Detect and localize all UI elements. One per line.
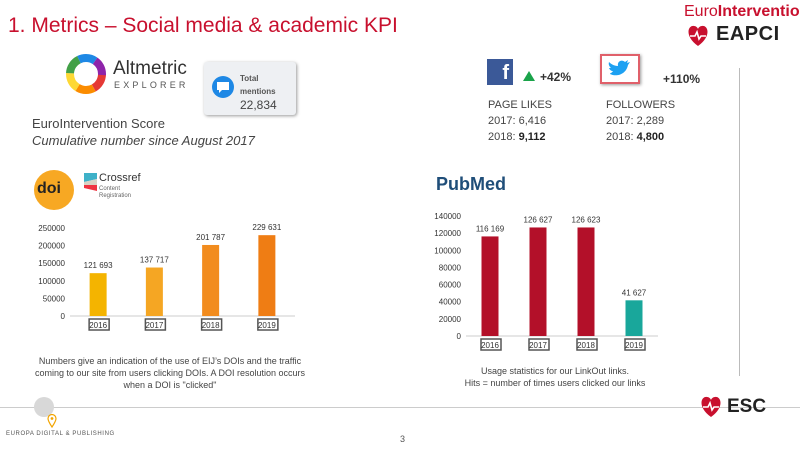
x-tick-box [200,318,223,331]
eapci-wordmark: EAPCI [716,23,780,45]
heart-icon [701,396,721,417]
y-tick-label: 0 [61,312,66,321]
bar-2017 [529,227,547,336]
x-tick-label: 2019 [258,321,276,330]
y-tick-label: 200000 [38,242,65,251]
heart-icon [688,25,708,46]
y-tick-label: 0 [457,332,462,341]
pubmed-note-line-2: Hits = number of times users clicked our… [464,378,646,388]
score-title: EuroIntervention Score [32,116,165,131]
crossref-subtitle: Content Registration [99,186,132,199]
x-tick-box [144,318,167,331]
x-tick-label: 2018 [202,321,220,330]
y-tick-label: 120000 [434,229,461,238]
facebook-change: +42% [540,70,572,84]
facebook-2017: 2017: 6,416 [488,115,547,127]
total-mentions-card: Total mentions 22,834 [204,62,296,115]
bar-2016 [481,236,499,336]
doi-wordmark: doi [37,180,61,197]
location-pin-icon [47,414,57,428]
altmetric-donut-icon [66,54,106,94]
data-label: 126 623 [572,215,601,224]
y-tick-label: 50000 [43,294,66,303]
doi-chart-note: Numbers give an indication of the use of… [34,356,306,390]
data-label: 41 627 [622,288,647,297]
bar-2016 [89,273,107,316]
bar-2017 [145,267,163,316]
altmetric-subtitle: EXPLORER [114,80,189,90]
page-number: 3 [400,434,406,444]
data-label: 137 717 [140,256,169,265]
up-arrow-icon [523,71,535,81]
esc-logo: ESC [697,392,777,422]
twitter-change: +110% [663,72,701,86]
y-tick-label: 250000 [38,224,65,233]
doi-logo: doi [34,170,74,210]
crossref-icon [84,173,97,191]
x-tick-box [88,318,110,331]
data-label: 121 693 [84,261,113,270]
twitter-2017: 2017: 2,289 [606,115,665,127]
bar-2019 [258,235,276,316]
divider-vertical [739,68,740,376]
y-tick-label: 40000 [439,298,462,307]
twitter-icon [600,54,640,84]
total-mentions-value: 22,834 [240,98,277,112]
data-label: 116 169 [476,224,505,233]
score-subtitle: Cumulative number since August 2017 [32,133,255,148]
pubmed-bar-chart: 0 20000 40000 60000 80000 100000 120000 140000 1… [434,212,658,351]
bar-2019 [625,300,643,336]
twitter-label: FOLLOWERS [606,99,676,111]
x-tick-box [528,338,550,351]
pubmed-logo: PubMed [436,174,506,194]
y-tick-label: 80000 [439,263,462,272]
facebook-label: PAGE LIKES [488,99,552,111]
facebook-stats: PAGE LIKES 2017: 6,416 2018: 9,112 [488,97,552,145]
x-tick-label: 2017 [145,321,163,330]
y-tick-label: 150000 [38,259,65,268]
x-tick-label: 2019 [625,341,643,350]
x-tick-box [257,318,279,331]
bar-2018 [577,227,595,336]
data-label: 229 631 [252,223,281,232]
twitter-2018: 2018: 4,800 [606,131,665,143]
footer-divider [0,407,800,408]
pubmed-chart-note: Usage statistics for our LinkOut links. … [430,365,680,389]
x-tick-label: 2016 [481,341,499,350]
bar-2018 [202,244,220,316]
crossref-logo: Crossref Content Registration [84,172,154,210]
decorative-circle [34,397,54,417]
speech-bubble-icon [212,76,234,98]
altmetric-logo: Altmetric EXPLORER [64,52,194,102]
page-title: 1. Metrics – Social media & academic KPI [8,14,398,37]
eurointervention-logo: EuroIntervention EAPCI [678,3,800,49]
y-tick-label: 20000 [439,315,462,324]
europa-logo: EUROPA DIGITAL & PUBLISHING [6,431,115,437]
x-tick-box [624,338,646,351]
x-tick-label: 2018 [577,341,595,350]
y-tick-label: 60000 [439,281,462,290]
x-tick-box [576,338,598,351]
eurointervention-wordmark: EuroIntervention [684,3,800,20]
x-tick-box [480,338,502,351]
y-tick-label: 100000 [38,277,65,286]
altmetric-wordmark: Altmetric [113,58,187,79]
data-label: 126 627 [524,215,553,224]
facebook-icon: f [487,59,513,85]
facebook-2018: 2018: 9,112 [488,131,546,143]
x-tick-label: 2016 [89,321,107,330]
twitter-stats: FOLLOWERS 2017: 2,289 2018: 4,800 [606,97,675,145]
crossref-wordmark: Crossref [99,172,141,184]
x-tick-label: 2017 [529,341,547,350]
y-tick-label: 100000 [434,246,461,255]
y-tick-label: 140000 [434,212,461,221]
total-mentions-label: Total mentions [240,74,276,96]
data-label: 201 787 [196,233,225,242]
doi-bar-chart: 0 50000 100000 150000 200000 250000 121 693 201… [38,223,295,331]
esc-wordmark: ESC [727,396,767,417]
pubmed-note-line-1: Usage statistics for our LinkOut links. [480,366,630,376]
